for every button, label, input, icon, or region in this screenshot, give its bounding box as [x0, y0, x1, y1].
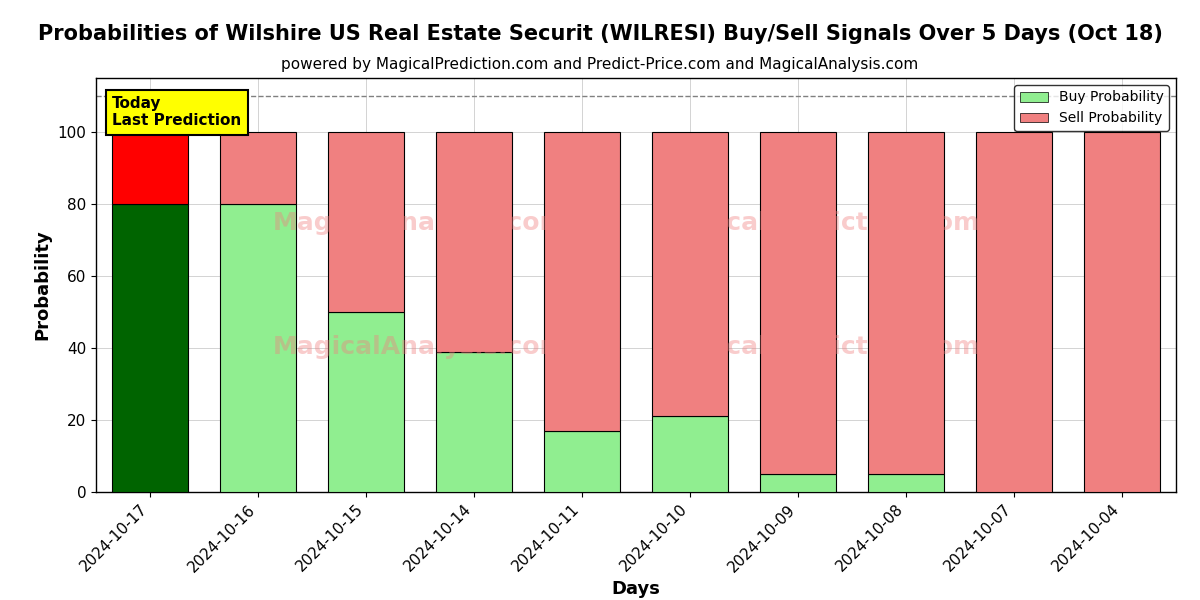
- Bar: [653, 132, 728, 416]
- Bar: [977, 132, 1051, 492]
- Bar: [437, 352, 512, 492]
- Text: MagicalPrediction.com: MagicalPrediction.com: [659, 335, 980, 359]
- Text: MagicalAnalysis.com: MagicalAnalysis.com: [274, 211, 566, 235]
- Bar: [869, 474, 944, 492]
- Bar: [221, 132, 296, 204]
- Text: MagicalPrediction.com: MagicalPrediction.com: [659, 211, 980, 235]
- Text: powered by MagicalPrediction.com and Predict-Price.com and MagicalAnalysis.com: powered by MagicalPrediction.com and Pre…: [281, 57, 919, 72]
- Bar: [113, 204, 188, 492]
- Bar: [761, 474, 836, 492]
- Bar: [437, 132, 512, 352]
- Y-axis label: Probability: Probability: [34, 230, 52, 340]
- Bar: [761, 132, 836, 474]
- Bar: [869, 132, 944, 474]
- Bar: [653, 416, 728, 492]
- Bar: [545, 132, 619, 431]
- Bar: [221, 204, 296, 492]
- Bar: [329, 312, 403, 492]
- Bar: [545, 431, 619, 492]
- Bar: [1085, 132, 1159, 492]
- Text: Probabilities of Wilshire US Real Estate Securit (WILRESI) Buy/Sell Signals Over: Probabilities of Wilshire US Real Estate…: [37, 24, 1163, 44]
- Bar: [329, 132, 403, 312]
- Legend: Buy Probability, Sell Probability: Buy Probability, Sell Probability: [1014, 85, 1169, 131]
- Bar: [113, 132, 188, 204]
- Text: MagicalAnalysis.com: MagicalAnalysis.com: [274, 335, 566, 359]
- X-axis label: Days: Days: [612, 580, 660, 598]
- Text: Today
Last Prediction: Today Last Prediction: [113, 96, 241, 128]
